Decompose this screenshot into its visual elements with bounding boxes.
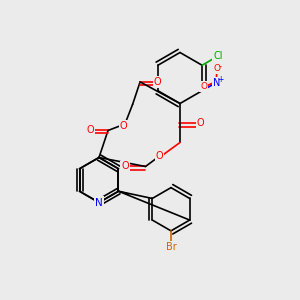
Text: N: N <box>213 77 220 88</box>
Text: O: O <box>214 64 220 73</box>
Text: O: O <box>156 151 164 161</box>
Text: Cl: Cl <box>213 51 223 61</box>
Text: O: O <box>196 118 204 128</box>
Text: O: O <box>200 82 207 91</box>
Text: N: N <box>95 197 103 208</box>
Text: O: O <box>87 125 94 136</box>
Text: O: O <box>121 161 129 172</box>
Text: Br: Br <box>166 242 176 252</box>
Text: O: O <box>154 77 161 87</box>
Text: O: O <box>120 121 128 131</box>
Text: +: + <box>217 75 223 84</box>
Text: -: - <box>219 62 222 71</box>
